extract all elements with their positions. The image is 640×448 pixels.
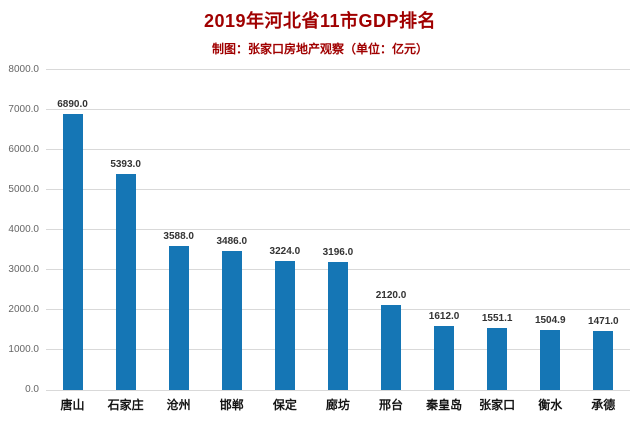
gridline [46, 109, 630, 110]
bar-group: 2120.0 [365, 290, 418, 390]
plot-area: 6890.0 5393.0 3588.0 3486.0 3224.0 3196.0 2120… [46, 69, 630, 391]
bar-group: 6890.0 [46, 99, 99, 390]
x-category-label: 秦皇岛 [426, 398, 463, 412]
gridline [46, 69, 630, 70]
chart-title: 2019年河北省11市GDP排名 [203, 11, 437, 31]
gridline [46, 189, 630, 190]
bar-group: 3486.0 [205, 236, 258, 390]
bar-group: 1504.9 [524, 315, 577, 390]
bar [221, 250, 242, 390]
bar [168, 246, 189, 390]
chart-subtitle: 制图：张家口房地产观察（单位：亿元） [211, 42, 428, 56]
bar-value-label: 3486.0 [216, 235, 248, 247]
y-tick-label: 8000.0 [8, 64, 39, 75]
x-category-label: 张家口 [479, 398, 516, 412]
bar [274, 261, 295, 390]
y-tick-label: 5000.0 [8, 184, 39, 195]
bar [115, 174, 136, 390]
gridline [46, 229, 630, 230]
bar-group: 1551.1 [471, 313, 524, 390]
x-category-label: 承德 [591, 398, 616, 412]
bar-value-label: 3224.0 [269, 246, 301, 258]
bar [327, 262, 348, 390]
y-tick-label: 0.0 [25, 384, 39, 395]
x-category-label: 邯郸 [219, 398, 244, 412]
bar [381, 305, 401, 390]
gridline [46, 149, 630, 150]
y-tick-label: 4000.0 [8, 224, 39, 235]
bar-value-label: 3196.0 [322, 247, 354, 259]
bar-value-label: 1504.9 [534, 314, 566, 326]
bar-value-label: 1551.1 [481, 312, 513, 324]
x-category-label: 石家庄 [107, 398, 144, 412]
x-category-label: 邢台 [378, 398, 403, 412]
bar-group: 3588.0 [152, 231, 205, 390]
bars-container: 6890.0 5393.0 3588.0 3486.0 3224.0 3196.0 2120… [46, 70, 630, 390]
x-category-label: 廊坊 [325, 398, 350, 412]
bar-value-label: 2120.0 [375, 290, 407, 302]
x-category-label: 衡水 [538, 398, 563, 412]
bar [62, 114, 83, 390]
x-category-label: 保定 [272, 398, 297, 412]
bar-value-label: 1612.0 [428, 310, 460, 322]
y-tick-label: 6000.0 [8, 144, 39, 155]
bar-group: 1471.0 [577, 316, 630, 390]
bar-group: 3224.0 [258, 246, 311, 390]
bar-value-label: 3588.0 [163, 231, 194, 243]
bar-group: 1612.0 [418, 311, 471, 390]
bar-group: 3196.0 [311, 247, 364, 390]
gridline [46, 390, 630, 391]
y-tick-label: 7000.0 [8, 104, 39, 115]
y-tick-label: 3000.0 [8, 264, 39, 275]
x-axis: 唐山 石家庄 沧州 邯郸 保定 廊坊 邢台 秦皇岛 张家口 衡水 承德 [46, 396, 630, 413]
bar [593, 331, 614, 390]
bar-value-label: 5393.0 [110, 159, 141, 171]
y-tick-label: 1000.0 [8, 344, 39, 355]
y-tick-label: 2000.0 [8, 304, 39, 315]
y-axis: 0.0 1000.0 2000.0 3000.0 4000.0 5000.0 6000.0 7… [0, 64, 42, 395]
bar [487, 327, 508, 390]
bar [540, 329, 561, 390]
x-category-label: 沧州 [166, 398, 191, 412]
x-category-label: 唐山 [60, 398, 85, 412]
bar [434, 325, 455, 390]
bar-value-label: 1471.0 [588, 316, 619, 328]
bar-group: 5393.0 [99, 159, 152, 390]
bar-value-label: 6890.0 [57, 99, 88, 111]
